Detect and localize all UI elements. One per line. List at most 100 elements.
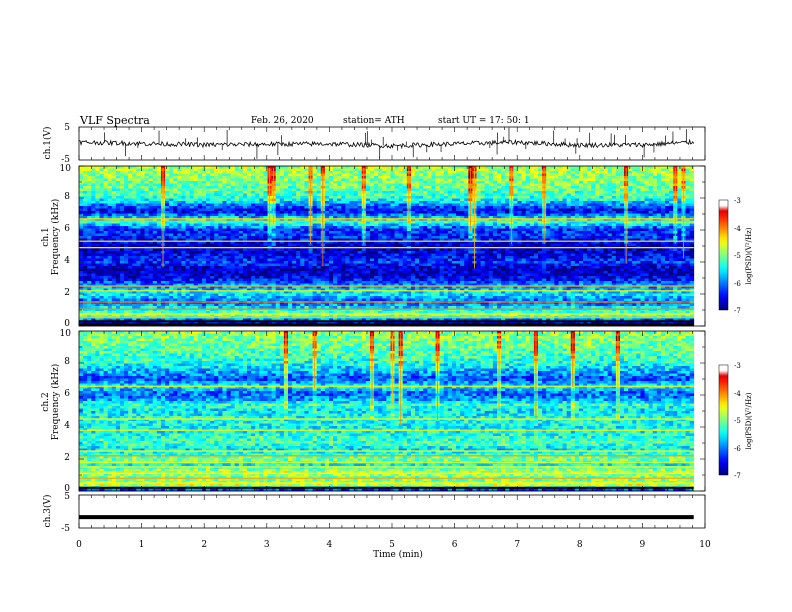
spectrogram-cell — [144, 266, 150, 269]
spectrogram-cell — [341, 288, 346, 292]
spectrogram-cell — [386, 176, 391, 179]
spectrogram-cell — [324, 251, 330, 254]
spectrogram-cell — [95, 311, 100, 314]
spectrogram-cell — [185, 263, 191, 267]
spectrogram-cell — [255, 241, 260, 244]
spectrogram-cell — [210, 271, 215, 274]
spectrogram-cell — [169, 201, 174, 204]
spectrogram-cell — [333, 193, 338, 197]
spectrogram-cell — [382, 218, 387, 222]
spectrogram-cell — [242, 171, 248, 174]
spectrogram-cell — [222, 248, 227, 252]
spectrogram-cell — [369, 258, 375, 262]
spectrogram-cell — [148, 193, 154, 197]
spectrogram-cell — [218, 278, 223, 282]
spectrogram-cell — [374, 238, 379, 242]
spectrogram-cell — [206, 241, 211, 244]
spectrogram-cell — [288, 206, 293, 209]
spectrogram-cell — [214, 238, 219, 242]
spectrogram-cell — [173, 173, 178, 177]
spectrogram-cell — [169, 291, 174, 294]
spectrogram-cell — [345, 198, 350, 202]
spectrogram-cell — [107, 288, 113, 292]
spectrogram-cell — [304, 321, 309, 324]
spectrogram-cell — [222, 178, 227, 182]
spectrogram-cell — [111, 218, 117, 222]
spectrogram-cell — [300, 276, 305, 279]
spectrogram-cell — [386, 278, 391, 282]
spectrogram-cell — [374, 178, 379, 182]
spectrogram-cell — [275, 186, 281, 189]
spectrogram-cell — [271, 233, 277, 237]
spectrogram-cell — [173, 273, 178, 277]
spectrogram-cell — [386, 268, 391, 272]
spectrogram-cell — [247, 188, 252, 192]
spectrogram-cell — [193, 308, 199, 312]
spectrogram-cell — [107, 251, 113, 254]
spectrogram-cell — [288, 191, 293, 194]
spectrogram-cell — [378, 213, 383, 217]
spectrogram-cell — [107, 166, 113, 169]
spectrogram-cell — [210, 221, 215, 224]
spectrogram-cell — [140, 243, 145, 247]
spectrogram-cell — [300, 216, 305, 219]
spectrogram-cell — [247, 226, 252, 229]
spectrogram-cell — [222, 191, 227, 194]
spectrogram-cell — [288, 243, 293, 247]
spectrogram-cell — [132, 191, 137, 194]
spectrogram-cell — [169, 196, 174, 199]
spectrogram-cell — [230, 318, 236, 322]
spectrogram-cell — [275, 293, 281, 297]
spectrogram-cell — [328, 278, 334, 282]
spectrogram-cell — [320, 273, 326, 277]
spectrogram-cell — [263, 206, 268, 209]
spectrogram-cell — [382, 298, 387, 302]
spectrogram-cell — [255, 303, 260, 307]
spectrogram-cell — [320, 266, 326, 269]
spectrogram-cell — [316, 241, 322, 244]
spectrogram-cell — [349, 171, 354, 174]
spectrogram-cell — [242, 191, 248, 194]
date-label: Feb. 26, 2020 — [251, 116, 314, 126]
spectrogram-cell — [152, 181, 158, 184]
spectrogram-cell — [79, 181, 84, 184]
spectrogram-cell — [349, 223, 354, 227]
spectrogram-cell — [292, 178, 297, 182]
spectrogram-cell — [341, 226, 346, 229]
spectrogram-cell — [357, 201, 363, 204]
spectrogram-cell — [119, 263, 125, 267]
spectrogram-cell — [87, 186, 92, 189]
spectrogram-cell — [210, 278, 215, 282]
spectrogram-cell — [144, 306, 150, 309]
spectrogram-cell — [378, 306, 383, 309]
spectrogram-cell — [288, 236, 293, 239]
spectrogram-cell — [288, 303, 293, 307]
spectrogram-cell — [91, 256, 96, 259]
spectrogram-cell — [390, 233, 395, 237]
spectrogram-cell — [79, 226, 84, 229]
spectrogram-cell — [144, 236, 150, 239]
spectrogram-cell — [181, 256, 186, 259]
spectrogram-cell — [316, 236, 322, 239]
spectrogram-cell — [193, 238, 199, 242]
spectrogram-cell — [230, 188, 236, 192]
spectrogram-cell — [103, 203, 109, 207]
spectrogram-cell — [119, 298, 125, 302]
spectrogram-cell — [279, 176, 285, 179]
spectrogram-cell — [292, 216, 297, 219]
spectrogram-cell — [181, 186, 186, 189]
spectrogram-cell — [119, 308, 125, 312]
spectrogram-cell — [296, 266, 301, 269]
spectrogram-cell — [333, 253, 338, 257]
spectrogram-cell — [271, 321, 277, 324]
spectrogram-cell — [91, 271, 96, 274]
spectrogram-cell — [386, 188, 391, 192]
spectrogram-cell — [119, 311, 125, 314]
spectrogram-cell — [279, 283, 285, 287]
spectrogram-cell — [279, 236, 285, 239]
spectrogram-cell — [152, 296, 158, 299]
spectrogram-cell — [378, 241, 383, 244]
spectrogram-cell — [103, 213, 109, 217]
spectrogram-cell — [369, 281, 375, 284]
spectrogram-cell — [312, 318, 318, 322]
